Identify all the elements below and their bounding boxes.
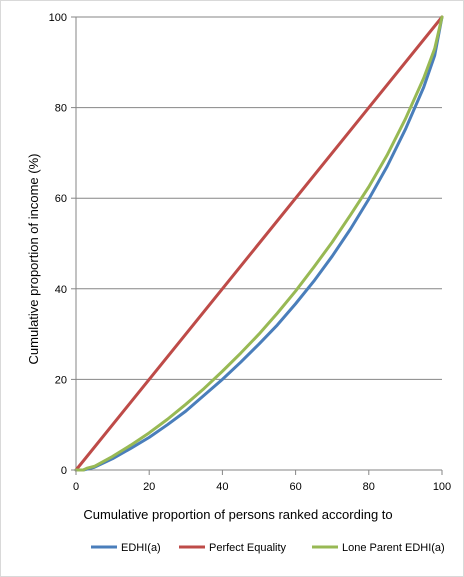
- x-tick-label: 100: [433, 481, 451, 493]
- y-tick-label: 80: [55, 103, 67, 115]
- legend-item-1: Perfect Equality: [179, 542, 287, 554]
- series-line-0: [74, 15, 444, 472]
- series-line-2: [74, 15, 444, 472]
- legend-label: EDHI(a): [121, 542, 161, 554]
- y-tick-label: 20: [55, 374, 67, 386]
- y-tick-label: 60: [55, 193, 67, 205]
- series-line-1: [74, 15, 444, 472]
- y-tick-label: 100: [49, 12, 67, 24]
- x-tick-label: 80: [363, 481, 375, 493]
- legend-item-0: EDHI(a): [91, 542, 161, 554]
- x-tick-label: 40: [216, 481, 228, 493]
- x-tick-label: 0: [73, 481, 79, 493]
- y-tick-label: 40: [55, 284, 67, 296]
- x-tick-label: 20: [143, 481, 155, 493]
- y-tick-label: 0: [61, 465, 67, 477]
- legend-item-2: Lone Parent EDHI(a): [312, 542, 445, 554]
- x-axis-title: Cumulative proportion of persons ranked …: [83, 507, 392, 522]
- x-tick-label: 60: [289, 481, 301, 493]
- legend-label: Lone Parent EDHI(a): [342, 542, 445, 554]
- y-axis-title: Cumulative proportion of income (%): [26, 154, 41, 365]
- legend-label: Perfect Equality: [209, 542, 287, 554]
- legend: EDHI(a) Perfect Equality Lone Parent EDHI(…: [91, 542, 445, 554]
